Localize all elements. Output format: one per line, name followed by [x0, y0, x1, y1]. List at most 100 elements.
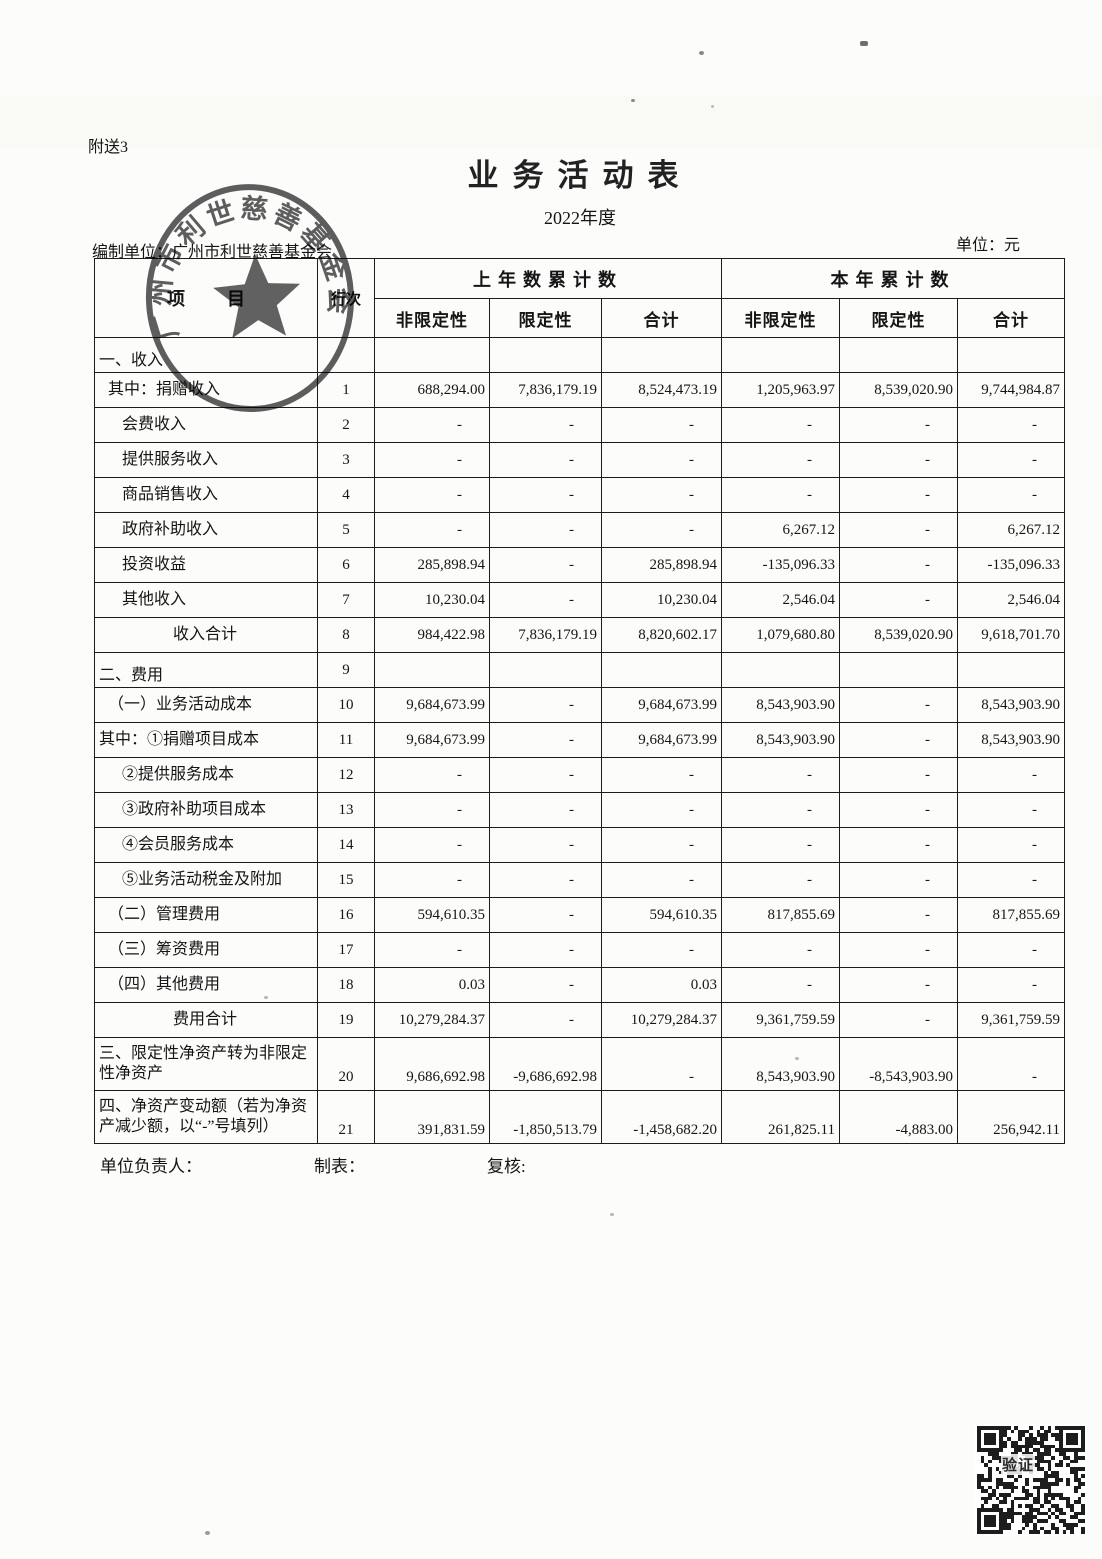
line-no-cell: 7	[317, 582, 375, 618]
value-cell: -	[839, 1002, 958, 1038]
value-cell: -	[956, 862, 1066, 898]
line-no-cell	[317, 337, 375, 373]
value-cell: 0.03	[374, 967, 490, 1003]
value-cell: -	[601, 512, 722, 548]
value-cell: 7,836,179.19	[489, 372, 602, 408]
value-cell: -	[489, 407, 602, 443]
value-cell: -	[489, 862, 602, 898]
value-cell	[601, 337, 722, 373]
line-no-cell: 19	[317, 1002, 375, 1038]
item-cell: 商品销售收入	[94, 477, 318, 513]
value-cell: -	[489, 967, 602, 1003]
value-cell: 594,610.35	[374, 897, 490, 933]
value-cell: -	[489, 547, 602, 583]
value-cell: -	[489, 897, 602, 933]
table-row: 其中：捐赠收入 1 688,294.00 7,836,179.19 8,524,…	[94, 372, 1066, 408]
item-cell: 其中：①捐赠项目成本	[94, 722, 318, 758]
value-cell: -	[956, 932, 1066, 968]
value-cell	[489, 652, 602, 688]
item-cell: 提供服务收入	[94, 442, 318, 478]
value-cell: 8,543,903.90	[721, 687, 840, 723]
reviewer-label: 复核:	[487, 1157, 526, 1176]
value-cell: 10,279,284.37	[374, 1002, 490, 1038]
line-no-cell: 9	[317, 652, 375, 688]
line-no-cell: 13	[317, 792, 375, 828]
table-row: （一）业务活动成本 10 9,684,673.99 - 9,684,673.99…	[94, 687, 1066, 723]
item-cell: ②提供服务成本	[94, 757, 318, 793]
value-cell: -	[839, 932, 958, 968]
attachment-label: 附送3	[88, 139, 129, 156]
value-cell: -	[721, 827, 840, 863]
fiscal-year-subtitle: 2022年度	[544, 208, 616, 228]
item-cell: ④会员服务成本	[94, 827, 318, 863]
item-cell: （一）业务活动成本	[94, 687, 318, 723]
value-cell: 10,279,284.37	[601, 1002, 722, 1038]
table-row: 收入合计 8 984,422.98 7,836,179.19 8,820,602…	[94, 617, 1066, 653]
page-title: 业务活动表	[467, 158, 693, 193]
value-cell: -	[489, 722, 602, 758]
value-cell: 984,422.98	[374, 617, 490, 653]
scan-speck	[711, 105, 714, 108]
item-cell: 三、限定性净资产转为非限定性净资产	[94, 1037, 318, 1091]
value-cell: -	[374, 757, 490, 793]
value-cell: -	[374, 477, 490, 513]
value-cell: -	[601, 932, 722, 968]
value-cell: -	[721, 757, 840, 793]
table-row: ④会员服务成本 14 - - - - - -	[94, 827, 1066, 863]
line-no-cell: 5	[317, 512, 375, 548]
value-cell: -	[374, 442, 490, 478]
value-cell: -	[956, 967, 1066, 1003]
table-row: 会费收入 2 - - - - - -	[94, 407, 1066, 443]
value-cell: -	[956, 442, 1066, 478]
value-cell: -	[839, 512, 958, 548]
table-row: （三）筹资费用 17 - - - - - -	[94, 932, 1066, 968]
value-cell: -	[839, 687, 958, 723]
value-cell: -	[489, 687, 602, 723]
value-cell: -	[489, 582, 602, 618]
preparer-label: 制表：	[314, 1157, 365, 1176]
value-cell: -4,883.00	[839, 1090, 958, 1144]
value-cell: -	[601, 442, 722, 478]
header-current-year-group: 本年累计数	[720, 258, 1066, 299]
line-no-cell: 10	[317, 687, 375, 723]
header-item: 项目	[94, 258, 318, 338]
item-cell: 会费收入	[94, 407, 318, 443]
value-cell: 1,079,680.80	[721, 617, 840, 653]
value-cell: -	[721, 477, 840, 513]
header-current-total: 合计	[956, 298, 1066, 338]
item-cell: 二、费用	[94, 652, 318, 688]
header-prior-restricted: 限定性	[489, 298, 602, 338]
value-cell: 261,825.11	[721, 1090, 840, 1144]
value-cell: -	[374, 932, 490, 968]
header-current-restricted: 限定性	[839, 298, 958, 338]
value-cell: 1,205,963.97	[721, 372, 840, 408]
table-row: 政府补助收入 5 - - - 6,267.12 - 6,267.12	[94, 512, 1066, 548]
value-cell: 2,546.04	[721, 582, 840, 618]
value-cell: -	[956, 757, 1066, 793]
value-cell: -	[374, 862, 490, 898]
value-cell: -	[839, 722, 958, 758]
value-cell: -	[374, 407, 490, 443]
value-cell: 9,618,701.70	[956, 617, 1066, 653]
value-cell	[601, 652, 722, 688]
line-no-cell: 1	[317, 372, 375, 408]
item-cell: （三）筹资费用	[94, 932, 318, 968]
line-no-cell: 8	[317, 617, 375, 653]
value-cell: 256,942.11	[956, 1090, 1066, 1144]
line-no-cell: 17	[317, 932, 375, 968]
table-row: ③政府补助项目成本 13 - - - - - -	[94, 792, 1066, 828]
scan-speck	[205, 1531, 210, 1535]
value-cell: -	[489, 757, 602, 793]
value-cell: -	[956, 407, 1066, 443]
business-activity-table: 项目 行次 上年数累计数 本年累计数 非限定性 限定性 合计 非限定性 限定性 …	[94, 258, 1066, 1144]
header-prior-total: 合计	[601, 298, 722, 338]
value-cell: -	[374, 827, 490, 863]
table-row: （二）管理费用 16 594,610.35 - 594,610.35 817,8…	[94, 897, 1066, 933]
value-cell: -	[601, 827, 722, 863]
scan-shading-band	[0, 96, 1102, 148]
value-cell: 8,524,473.19	[601, 372, 722, 408]
value-cell: -1,850,513.79	[489, 1090, 602, 1144]
line-no-cell: 2	[317, 407, 375, 443]
item-cell: 收入合计	[94, 617, 318, 653]
